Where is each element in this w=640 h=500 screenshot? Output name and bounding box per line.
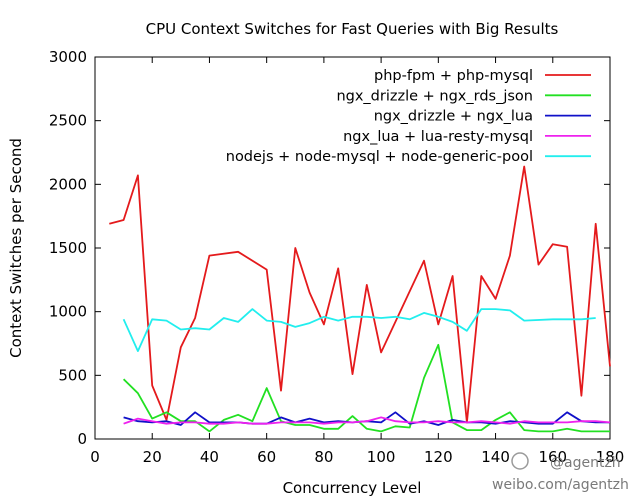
- x-tick-label: 120: [424, 448, 453, 466]
- y-tick-label: 2500: [49, 112, 87, 130]
- series-line-1: [109, 165, 611, 424]
- y-tick-label: 1000: [49, 303, 87, 321]
- series-line-4: [123, 416, 611, 425]
- x-axis-label: Concurrency Level: [283, 479, 422, 497]
- series-lines: [109, 165, 611, 433]
- x-tick-label: 100: [367, 448, 396, 466]
- legend-label-2: ngx_drizzle + ngx_rds_json: [336, 88, 533, 104]
- y-axis-label: Context Switches per Second: [7, 138, 25, 358]
- y-tick-label: 1500: [49, 239, 87, 257]
- x-tick-label: 80: [314, 448, 333, 466]
- legend-label-3: ngx_drizzle + ngx_lua: [374, 109, 533, 125]
- watermark: @agentzh weibo.com/agentzh: [492, 452, 629, 493]
- watermark-handle: @agentzh: [550, 455, 621, 471]
- x-tick-label: 180: [596, 448, 625, 466]
- legend-label-4: ngx_lua + lua-resty-mysql: [343, 129, 533, 145]
- y-tick-label: 3000: [49, 48, 87, 66]
- watermark-url: weibo.com/agentzh: [492, 477, 629, 493]
- axis-ticks: 0 20 40 60 80 100 120 140 160 180 0 500 1000 1500 2000…: [49, 48, 625, 466]
- legend-label-1: php-fpm + php-mysql: [374, 68, 533, 84]
- x-tick-label: 0: [90, 448, 100, 466]
- series-line-2: [122, 343, 610, 433]
- y-tick-label: 500: [58, 366, 87, 384]
- series-line-5: [122, 308, 596, 353]
- x-tick-label: 60: [257, 448, 276, 466]
- legend-label-5: nodejs + node-mysql + node-generic-pool: [226, 149, 533, 165]
- chart-title: CPU Context Switches for Fast Queries wi…: [146, 20, 559, 38]
- x-tick-label: 140: [481, 448, 510, 466]
- legend: php-fpm + php-mysql ngx_drizzle + ngx_rds…: [226, 68, 591, 165]
- x-tick-label: 40: [200, 448, 219, 466]
- y-tick-label: 2000: [49, 175, 87, 193]
- y-tick-label: 0: [77, 430, 87, 448]
- weibo-logo-icon: [511, 452, 529, 470]
- x-tick-label: 160: [538, 448, 567, 466]
- x-tick-label: 20: [143, 448, 162, 466]
